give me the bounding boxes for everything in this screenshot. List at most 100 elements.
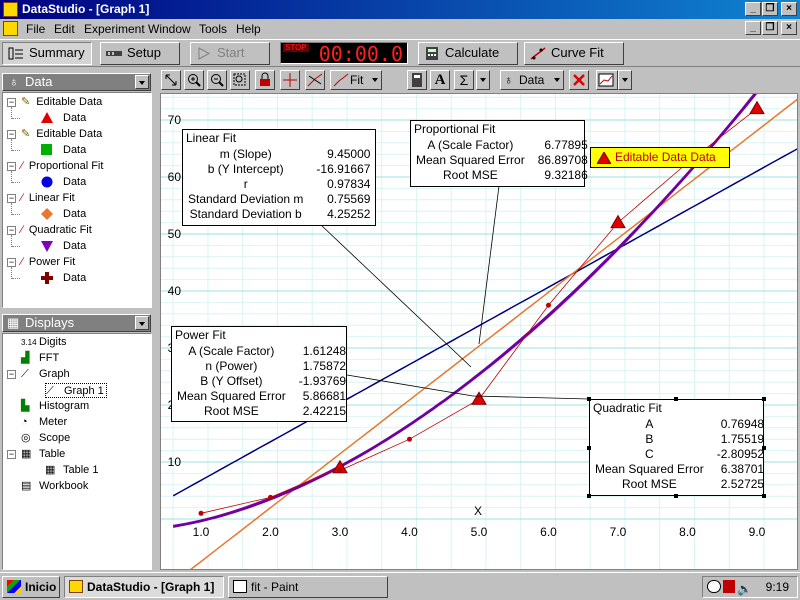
resize-handle[interactable] (587, 494, 591, 498)
task-datastudio[interactable]: DataStudio - [Graph 1] (64, 576, 224, 598)
zoom-in-button[interactable] (184, 70, 204, 90)
data-run-item[interactable]: Data (41, 111, 86, 126)
annotation-button[interactable]: A (430, 70, 450, 90)
data-pane-header[interactable]: ♁ Data (2, 73, 151, 91)
legend[interactable]: Editable Data Data (590, 147, 730, 168)
fit-param-value: 6.38701 (720, 461, 765, 476)
data-point-triangle[interactable] (749, 100, 765, 115)
zoom-out-button[interactable] (207, 70, 227, 90)
tree-collapse-toggle[interactable]: − (7, 97, 16, 107)
tray-volume-icon[interactable]: 🔈 (737, 582, 752, 596)
power-fit-box[interactable]: Power Fit A (Scale Factor) 1.61248 n (Powe… (171, 326, 347, 422)
title-bar[interactable]: DataStudio - [Graph 1] _ ❐ × (0, 0, 800, 19)
data-point-dot[interactable] (268, 494, 273, 500)
doc-minimize-button[interactable]: _ (745, 21, 761, 35)
data-point-dot[interactable] (198, 510, 204, 516)
graph-display[interactable]: 1.02.03.04.05.06.07.08.09.01020304050607… (160, 93, 798, 570)
summary-button[interactable]: Summary (2, 42, 92, 65)
tree-collapse-toggle[interactable]: − (7, 369, 16, 379)
fit-dropdown[interactable]: Fit (330, 70, 382, 90)
data-point-dot[interactable] (407, 436, 412, 442)
tree-collapse-toggle[interactable]: − (7, 129, 16, 139)
data-run-item[interactable]: Data (41, 143, 86, 158)
calculate-button[interactable]: Calculate (418, 42, 518, 65)
menu-edit[interactable]: Edit (54, 22, 75, 36)
data-run-item[interactable]: Data (41, 239, 86, 254)
data-source-item[interactable]: ⁄ Proportional Fit (21, 159, 103, 174)
menu-help[interactable]: Help (236, 22, 261, 36)
scale-to-fit-button[interactable] (161, 70, 181, 90)
resize-handle[interactable] (762, 446, 766, 450)
curve-fit-button[interactable]: Curve Fit (524, 42, 624, 65)
linear-fit-box[interactable]: Linear Fit m (Slope) 9.45000 b (Y Intercep… (182, 129, 376, 226)
resize-handle[interactable] (674, 397, 678, 401)
data-run-item[interactable]: Data (41, 271, 86, 286)
document-icon[interactable] (3, 21, 18, 36)
menu-tools[interactable]: Tools (199, 22, 228, 36)
data-source-item[interactable]: ⁄ Quadratic Fit (21, 223, 92, 238)
data-dropdown[interactable]: ♁ Data (500, 70, 564, 90)
data-run-item[interactable]: Data (41, 207, 86, 222)
data-point-triangle[interactable] (610, 214, 626, 229)
data-run-item[interactable]: Data (41, 175, 86, 190)
data-source-item[interactable]: ⁄ Power Fit (21, 255, 75, 270)
doc-restore-button[interactable]: ❐ (762, 21, 778, 35)
start-menu-button[interactable]: Inicio (2, 576, 60, 598)
linear-fit-line[interactable] (173, 98, 798, 570)
calculator-button[interactable] (407, 70, 427, 90)
display-item[interactable]: ⟋ Graph 1 (45, 383, 107, 398)
tree-collapse-toggle[interactable]: − (7, 161, 16, 171)
tree-collapse-toggle[interactable]: − (7, 449, 16, 459)
statistics-button[interactable]: Σ (454, 70, 474, 90)
statistics-dropdown[interactable] (476, 70, 490, 90)
display-item[interactable]: ◎ Scope (21, 431, 70, 446)
display-item[interactable]: ▦ Table (21, 447, 65, 462)
displays-pane-header[interactable]: ▦ Displays (2, 314, 151, 332)
data-point-dot[interactable] (337, 468, 343, 474)
doc-close-button[interactable]: × (781, 21, 797, 35)
proportional-fit-line[interactable] (172, 148, 798, 497)
graph-settings-dropdown[interactable] (618, 70, 632, 90)
graph-settings-button[interactable] (596, 70, 618, 90)
menu-file[interactable]: File (26, 22, 46, 36)
task-paint[interactable]: fit - Paint (228, 576, 388, 598)
tray-shield-icon[interactable] (723, 580, 735, 593)
display-item[interactable]: ◔ Meter (21, 415, 67, 430)
displays-pane-dropdown[interactable] (135, 316, 149, 330)
display-item[interactable]: ▙ Histogram (21, 399, 89, 414)
tree-collapse-toggle[interactable]: − (7, 193, 16, 203)
minimize-button[interactable]: _ (745, 2, 761, 16)
slope-tool-button[interactable] (305, 70, 325, 90)
smart-tool-button[interactable] (280, 70, 300, 90)
display-item[interactable]: ▤ Workbook (21, 479, 88, 494)
data-point-dot[interactable] (546, 302, 551, 308)
tray-search-icon[interactable] (707, 580, 721, 593)
resize-handle[interactable] (762, 494, 766, 498)
proportional-fit-box[interactable]: Proportional Fit A (Scale Factor) 6.77895… (410, 120, 588, 187)
display-item[interactable]: ▦ Table 1 (45, 463, 98, 478)
display-item[interactable]: 3.14 Digits (21, 335, 67, 350)
menu-experiment[interactable]: Experiment (84, 22, 145, 36)
data-point-triangle[interactable] (471, 391, 487, 405)
start-button[interactable]: Start (190, 42, 270, 65)
tree-collapse-toggle[interactable]: − (7, 257, 16, 267)
lock-button[interactable] (255, 70, 275, 90)
setup-button[interactable]: Setup (100, 42, 180, 65)
data-source-item[interactable]: ⁄ Linear Fit (21, 191, 75, 206)
data-source-item[interactable]: ✎ Editable Data (21, 95, 102, 110)
data-source-item[interactable]: ✎ Editable Data (21, 127, 102, 142)
resize-handle[interactable] (762, 397, 766, 401)
data-pane-dropdown[interactable] (135, 75, 149, 89)
restore-button[interactable]: ❐ (762, 2, 778, 16)
delete-button[interactable] (569, 70, 589, 90)
resize-handle[interactable] (587, 446, 591, 450)
display-item[interactable]: ▟ FFT (21, 351, 59, 366)
zoom-select-button[interactable] (230, 70, 250, 90)
close-button[interactable]: × (781, 2, 797, 16)
resize-handle[interactable] (674, 494, 678, 498)
resize-handle[interactable] (587, 397, 591, 401)
tree-collapse-toggle[interactable]: − (7, 225, 16, 235)
menu-window[interactable]: Window (148, 22, 191, 36)
quadratic-fit-box[interactable]: Quadratic Fit A 0.76948 B 1.75519 C -2.80952 M… (589, 399, 764, 496)
display-item[interactable]: ⟋ Graph (21, 367, 70, 382)
